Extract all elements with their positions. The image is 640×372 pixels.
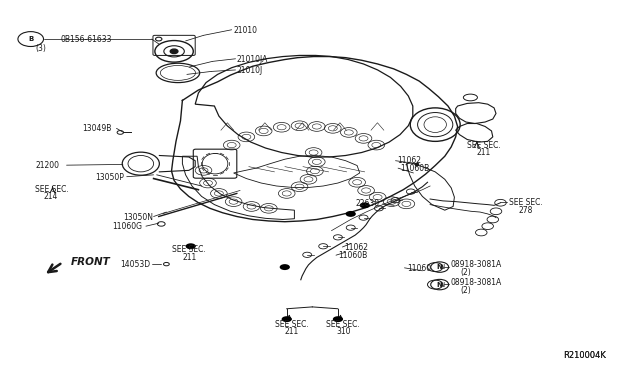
Text: (3): (3) — [35, 44, 46, 53]
Text: 11062: 11062 — [344, 243, 369, 252]
Circle shape — [282, 316, 292, 322]
Text: (2): (2) — [461, 268, 472, 277]
Text: 21200: 21200 — [35, 161, 60, 170]
Text: R210004K: R210004K — [563, 351, 606, 360]
Text: 211: 211 — [182, 253, 196, 262]
Text: SEE SEC.: SEE SEC. — [326, 320, 360, 329]
Text: 21010J: 21010J — [237, 66, 263, 75]
Text: 11060B: 11060B — [400, 164, 429, 173]
Text: SEE SEC.: SEE SEC. — [467, 141, 501, 150]
Text: SEE SEC.: SEE SEC. — [35, 185, 69, 194]
Text: 08918-3081A: 08918-3081A — [451, 278, 502, 287]
Text: N: N — [436, 264, 443, 270]
Text: 214: 214 — [44, 192, 58, 201]
Circle shape — [170, 49, 178, 54]
Text: 211: 211 — [476, 148, 490, 157]
Text: SEE SEC.: SEE SEC. — [275, 320, 309, 329]
Circle shape — [346, 211, 356, 217]
Text: 08918-3081A: 08918-3081A — [451, 260, 502, 269]
Text: 11062: 11062 — [397, 156, 421, 165]
Text: SEE SEC.: SEE SEC. — [509, 198, 543, 207]
Circle shape — [186, 243, 196, 249]
Text: N: N — [439, 282, 444, 288]
Text: B: B — [28, 36, 33, 42]
Text: 278: 278 — [518, 206, 532, 215]
Text: 11060: 11060 — [407, 264, 431, 273]
Text: 0B156-61633: 0B156-61633 — [61, 35, 112, 44]
Text: 13050N: 13050N — [123, 213, 153, 222]
Text: R210004K: R210004K — [563, 351, 606, 360]
Text: 13049B: 13049B — [82, 124, 111, 133]
Text: 211: 211 — [285, 327, 299, 336]
Text: 21010: 21010 — [234, 26, 258, 35]
Text: 14053D: 14053D — [120, 260, 150, 269]
Circle shape — [333, 316, 343, 322]
Circle shape — [280, 264, 290, 270]
Text: (2): (2) — [461, 286, 472, 295]
Text: 22630: 22630 — [355, 199, 380, 208]
Text: FRONT: FRONT — [70, 257, 110, 267]
Text: 11060G: 11060G — [112, 222, 142, 231]
Text: N: N — [439, 264, 444, 270]
Text: SEE SEC.: SEE SEC. — [172, 246, 205, 254]
Circle shape — [360, 202, 370, 208]
Text: 310: 310 — [336, 327, 351, 336]
Text: 13050P: 13050P — [95, 173, 124, 182]
Text: 11060B: 11060B — [338, 251, 367, 260]
Text: 21010JA: 21010JA — [237, 55, 268, 64]
Text: N: N — [436, 282, 443, 288]
